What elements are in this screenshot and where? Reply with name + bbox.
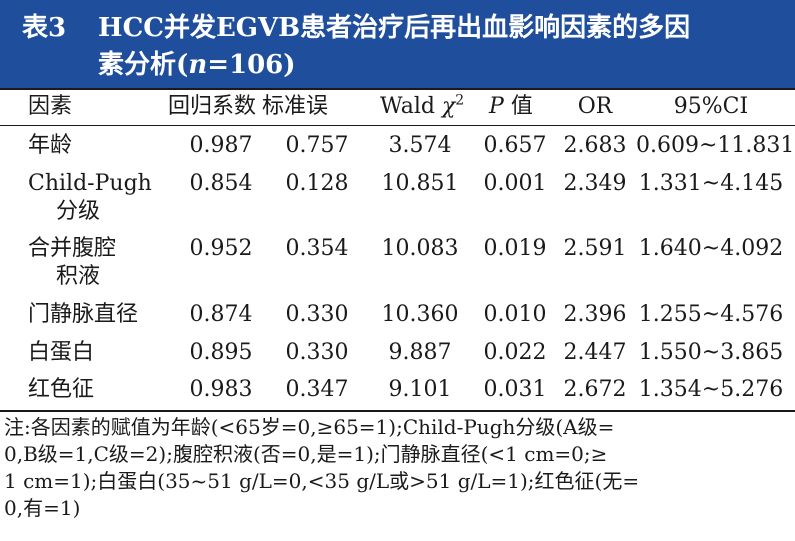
- footnote-line-2: 0,B级=1,C级=2);腹腔积液(否=0,是=1);门静脉直径(<1 cm=0…: [4, 442, 608, 466]
- row-red-sign-or: 2.672: [563, 377, 627, 402]
- header-wald: Wald χ2: [380, 94, 464, 120]
- header-or: OR: [577, 94, 613, 119]
- row-portal-vein-coef: 0.874: [189, 302, 253, 327]
- row-childpugh-se: 0.128: [285, 171, 349, 196]
- row-albumin-se: 0.330: [285, 340, 349, 365]
- header-p-label: 值: [510, 94, 533, 119]
- row-red-sign-ci: 1.354~5.276: [638, 377, 784, 402]
- table-title-banner: 表3 HCC并发EGVB患者治疗后再出血影响因素的多因 素分析(n=106): [0, 0, 795, 88]
- row-red-sign-factor: 红色征: [28, 377, 95, 402]
- row-ascites-factor: 合并腹腔: [28, 236, 117, 261]
- row-portal-vein-se: 0.330: [285, 302, 349, 327]
- row-ascites-coef: 0.952: [189, 236, 253, 261]
- table-header-rule: [0, 125, 795, 126]
- row-portal-vein-factor: 门静脉直径: [28, 302, 139, 327]
- header-ci: 95%CI: [673, 94, 749, 119]
- row-red-sign-wald: 9.101: [388, 377, 452, 402]
- row-portal-vein-wald: 10.360: [381, 302, 459, 327]
- row-age-coef: 0.987: [189, 133, 253, 158]
- row-childpugh-factor: Child-Pugh: [28, 171, 152, 196]
- row-albumin-p: 0.022: [483, 340, 547, 365]
- footnote-line-3: 1 cm=1);白蛋白(35~51 g/L=0,<35 g/L或>51 g/L=…: [4, 469, 640, 493]
- header-p-value: P 值: [489, 94, 533, 120]
- row-childpugh-wald: 10.851: [381, 171, 459, 196]
- table-top-rule: [0, 88, 795, 90]
- row-albumin-or: 2.447: [563, 340, 627, 365]
- table-title-prefix: 素分析(: [98, 50, 189, 80]
- row-age-p: 0.657: [483, 133, 547, 158]
- footnote-line-1: 注:各因素的赋值为年龄(<65岁=0,≥65=1);Child-Pugh分级(A…: [4, 415, 615, 439]
- row-red-sign-coef: 0.983: [189, 377, 253, 402]
- header-wald-text: Wald: [380, 94, 435, 119]
- table-bottom-rule: [0, 410, 795, 412]
- sample-size-value: =106): [207, 50, 296, 80]
- row-childpugh-or: 2.349: [563, 171, 627, 196]
- row-childpugh-ci: 1.331~4.145: [638, 171, 784, 196]
- row-childpugh-coef: 0.854: [189, 171, 253, 196]
- row-age-factor: 年龄: [28, 133, 73, 158]
- row-albumin-wald: 9.887: [388, 340, 452, 365]
- header-factor: 因素: [28, 94, 73, 119]
- header-p-symbol: P: [489, 94, 504, 119]
- table-title-line-1: 表3 HCC并发EGVB患者治疗后再出血影响因素的多因: [22, 12, 690, 44]
- row-ascites-se: 0.354: [285, 236, 349, 261]
- row-age-ci: 0.609~11.831: [636, 133, 795, 158]
- table-title-text: HCC并发EGVB患者治疗后再出血影响因素的多因: [98, 13, 691, 43]
- row-albumin-factor: 白蛋白: [28, 340, 95, 365]
- row-ascites-wald: 10.083: [381, 236, 459, 261]
- row-portal-vein-p: 0.010: [483, 302, 547, 327]
- row-childpugh-factor-line2: 分级: [56, 199, 101, 224]
- row-ascites-p: 0.019: [483, 236, 547, 261]
- row-portal-vein-or: 2.396: [563, 302, 627, 327]
- row-portal-vein-ci: 1.255~4.576: [638, 302, 784, 327]
- row-childpugh-p: 0.001: [483, 171, 547, 196]
- row-age-wald: 3.574: [388, 133, 452, 158]
- table-footnote: 注:各因素的赋值为年龄(<65岁=0,≥65=1);Child-Pugh分级(A…: [4, 414, 788, 522]
- row-ascites-ci: 1.640~4.092: [638, 236, 784, 261]
- row-ascites-or: 2.591: [563, 236, 627, 261]
- row-red-sign-p: 0.031: [483, 377, 547, 402]
- footnote-line-4: 0,有=1): [4, 496, 81, 520]
- row-red-sign-se: 0.347: [285, 377, 349, 402]
- table-number-label: 表3: [22, 13, 67, 43]
- header-chi-symbol: χ: [441, 94, 456, 119]
- row-ascites-factor-line2: 积液: [56, 264, 101, 289]
- row-albumin-ci: 1.550~3.865: [638, 340, 784, 365]
- sample-size-symbol: n: [188, 50, 208, 80]
- table-title-line-2: 素分析(n=106): [98, 49, 296, 81]
- row-albumin-coef: 0.895: [189, 340, 253, 365]
- header-coefficient: 回归系数: [168, 94, 257, 119]
- header-chi-superscript: 2: [455, 92, 465, 109]
- row-age-or: 2.683: [563, 133, 627, 158]
- row-age-se: 0.757: [285, 133, 349, 158]
- header-standard-error: 标准误: [262, 94, 329, 119]
